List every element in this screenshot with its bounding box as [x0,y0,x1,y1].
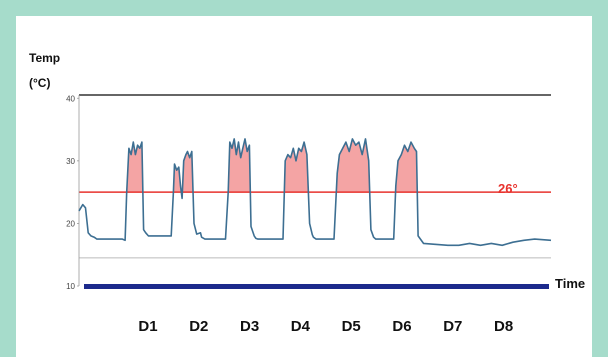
y-tick-label: 10 [66,282,75,291]
x-day-label: D1 [138,318,157,335]
x-day-label: D3 [240,318,259,335]
above-threshold-area [336,138,370,193]
y-tick-label: 20 [66,219,75,228]
x-axis-label-time: Time [555,276,585,291]
y-tick-label: 30 [66,157,75,166]
x-day-label: D2 [189,318,208,335]
above-threshold-area [173,164,182,193]
x-day-label: D5 [342,318,361,335]
x-day-label: D4 [291,318,311,335]
above-threshold-area [284,142,309,193]
threshold-label: 26° [498,181,518,196]
y-axis-label-temp: Temp [29,51,60,65]
above-threshold-area [228,138,251,193]
x-day-label: D7 [443,318,462,335]
x-day-label: D8 [494,318,513,335]
y-tick-label: 40 [66,94,75,103]
y-axis-ticks: 10 20 30 40 [66,94,80,291]
above-threshold-area [395,142,418,193]
time-axis-bar [84,284,549,289]
x-day-label: D6 [392,318,411,335]
above-threshold-area [182,151,194,193]
y-axis-label-unit: (°C) [29,76,50,90]
temperature-series-line [78,138,552,247]
x-axis-day-labels: D1 D2 D3 D4 D5 D6 D7 D8 [138,318,513,335]
above-threshold-fill [126,138,418,193]
